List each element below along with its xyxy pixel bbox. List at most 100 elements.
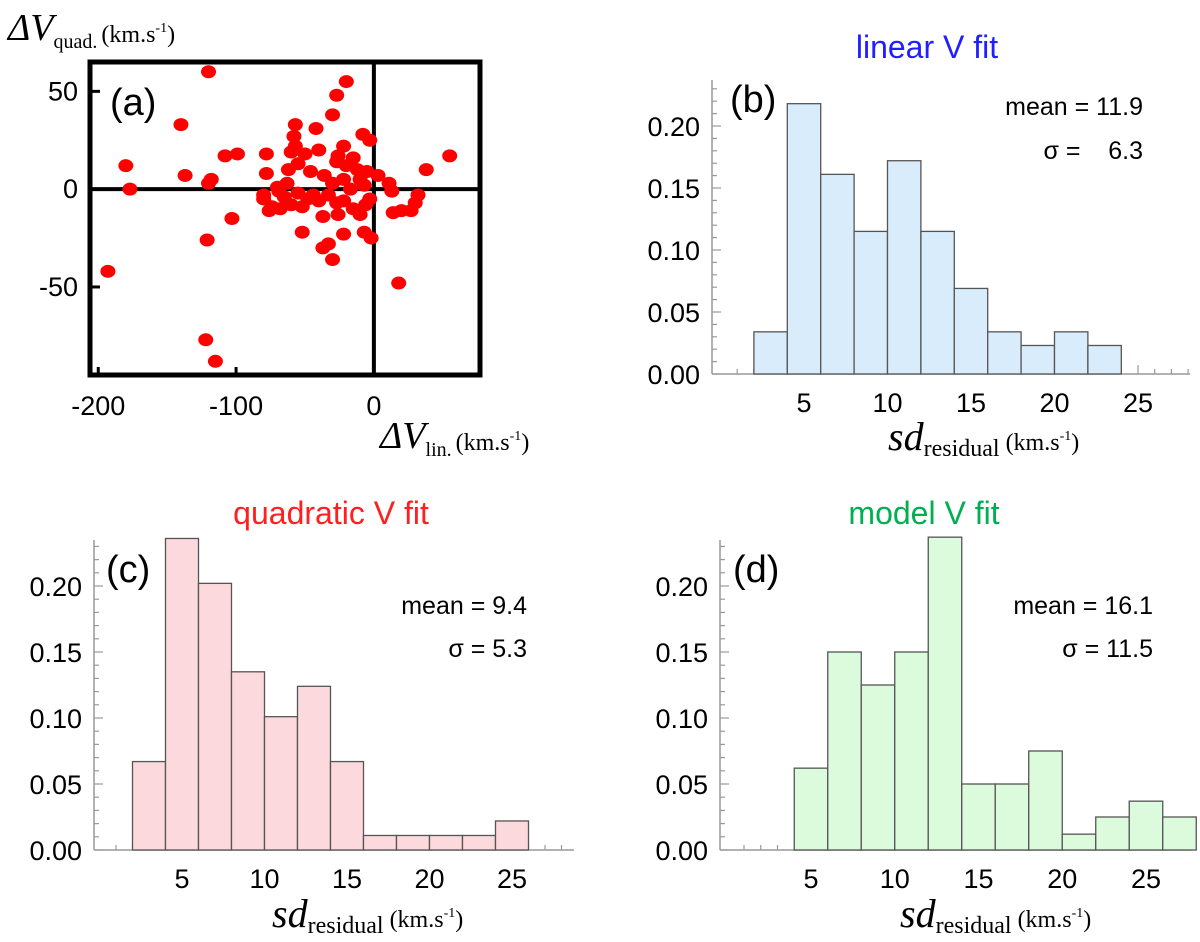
- histogram-bar: [827, 651, 862, 851]
- scatter-point: [201, 176, 217, 190]
- scatter-point: [173, 118, 189, 132]
- stat-mean-c: mean = 9.4: [401, 592, 527, 620]
- scatter-point: [261, 204, 277, 218]
- x-tick-label: 5: [796, 388, 811, 418]
- y-tick-label: 0.10: [647, 236, 700, 266]
- panel-label-a: (a): [110, 82, 156, 124]
- y-tick-label: 0.20: [647, 112, 700, 142]
- chart-title-b: linear V fit: [856, 29, 998, 65]
- scatter-frame: [87, 59, 483, 378]
- scatter-point: [305, 188, 321, 202]
- x-axis-label-c: sdresidual (km.s-1): [272, 891, 463, 939]
- histogram-bar: [1162, 816, 1197, 851]
- panel-label-b: (b): [730, 79, 776, 121]
- histogram-bar: [494, 820, 530, 851]
- x-tick-label: 20: [1047, 864, 1077, 894]
- scatter-point: [256, 188, 272, 202]
- histogram-panel-b: linear V fit 5 10 15 20 25 0.00 0.05 0.10 0.15 0.…: [647, 29, 1190, 462]
- scatter-point: [224, 212, 240, 225]
- scatter-point: [393, 204, 409, 218]
- histogram-bar: [461, 834, 497, 851]
- x-tick-label: 5: [803, 864, 818, 894]
- scatter-point: [294, 225, 310, 239]
- histogram-panel-d: model V fit 5 10 15 20 25 0.00 0.05 0.10 0.15 0.2…: [655, 495, 1197, 939]
- histogram-bar: [197, 582, 233, 851]
- x-axis-label-d: sdresidual (km.s-1): [900, 891, 1091, 939]
- y-tick-label: 0.15: [29, 638, 82, 668]
- scatter-point: [100, 264, 116, 278]
- scatter-point: [198, 333, 214, 347]
- scatter-point: [258, 167, 274, 181]
- x-tick-label: 0: [366, 391, 381, 421]
- x-tick-label: -200: [71, 391, 125, 421]
- y-tick-label: 0.20: [655, 572, 708, 602]
- scatter-point: [329, 88, 345, 102]
- scatter-point: [410, 188, 426, 202]
- y-tick-label: 0.10: [655, 704, 708, 734]
- scatter-point: [199, 233, 215, 247]
- scatter-point: [442, 149, 458, 163]
- histogram-bar: [753, 331, 788, 375]
- bars-d: [793, 536, 1197, 851]
- scatter-point: [177, 168, 193, 182]
- y-tick-label: 0.00: [655, 836, 708, 866]
- y-tick-label: 0.05: [29, 770, 82, 800]
- y-tick-label: 0.05: [655, 770, 708, 800]
- scatter-point: [122, 182, 138, 196]
- x-tick-label: 20: [1039, 388, 1069, 418]
- x-axis-label-a: ΔVlin. (km.s-1): [378, 415, 529, 461]
- stat-sigma-d: σ = 11.5: [1062, 635, 1153, 663]
- scatter-point: [311, 143, 327, 157]
- bars-c: [131, 537, 530, 851]
- scatter-point: [336, 227, 352, 241]
- y-tick-label: 0: [63, 174, 78, 204]
- scatter-point: [345, 151, 361, 165]
- x-tick-label: 15: [956, 388, 986, 418]
- scatter-point: [308, 122, 324, 136]
- y-axis-label-a: ΔVquad. (km.s-1): [6, 7, 175, 53]
- scatter-point: [362, 192, 378, 206]
- y-tick-label: 50: [48, 76, 78, 106]
- scatter-point: [201, 65, 217, 79]
- histogram-bar: [131, 760, 167, 851]
- ticks-d: 5 10 15 20 25 0.00 0.05 0.10 0.15 0.20: [655, 545, 1181, 894]
- scatter-point: [316, 168, 332, 182]
- scatter-point: [287, 118, 303, 132]
- scatter-point: [229, 147, 245, 161]
- histogram-bar: [793, 767, 829, 851]
- scatter-point: [391, 276, 407, 290]
- scatter-point: [384, 184, 400, 198]
- x-tick-label: 25: [1131, 864, 1161, 894]
- scatter-point: [356, 225, 372, 239]
- scatter-point: [330, 208, 346, 222]
- scatter-point: [217, 149, 233, 163]
- histogram-bar: [263, 716, 299, 851]
- histogram-bar: [1128, 800, 1164, 851]
- histogram-bar: [961, 783, 996, 851]
- stat-sigma-c: σ = 5.3: [448, 635, 527, 663]
- histogram-bar: [920, 230, 955, 375]
- y-tick-label: -50: [39, 272, 78, 302]
- histogram-bar: [786, 103, 822, 375]
- scatter-point: [280, 163, 296, 177]
- histogram-bar: [164, 537, 200, 851]
- scatter-point: [370, 168, 386, 182]
- histogram-bar: [428, 834, 464, 851]
- panel-label-c: (c): [106, 549, 150, 591]
- x-tick-label: 5: [174, 864, 189, 894]
- scatter-points: [100, 65, 458, 368]
- histogram-bar: [230, 671, 266, 851]
- scatter-point: [294, 200, 310, 214]
- x-tick-label: 15: [963, 864, 993, 894]
- x-tick-label: 10: [872, 388, 902, 418]
- y-tick-label: 0.15: [655, 638, 708, 668]
- panel-label-d: (d): [733, 549, 779, 591]
- histogram-bar: [987, 331, 1022, 375]
- x-axis-label-b: sdresidual (km.s-1): [888, 414, 1079, 462]
- histogram-bar: [1095, 816, 1130, 851]
- histogram-panel-c: quadratic V fit 5 10 15 20 25 0.00 0.05 0.10 0.1…: [29, 495, 574, 939]
- scatter-point: [336, 194, 352, 208]
- scatter-point: [207, 354, 223, 368]
- histogram-bar: [894, 651, 929, 851]
